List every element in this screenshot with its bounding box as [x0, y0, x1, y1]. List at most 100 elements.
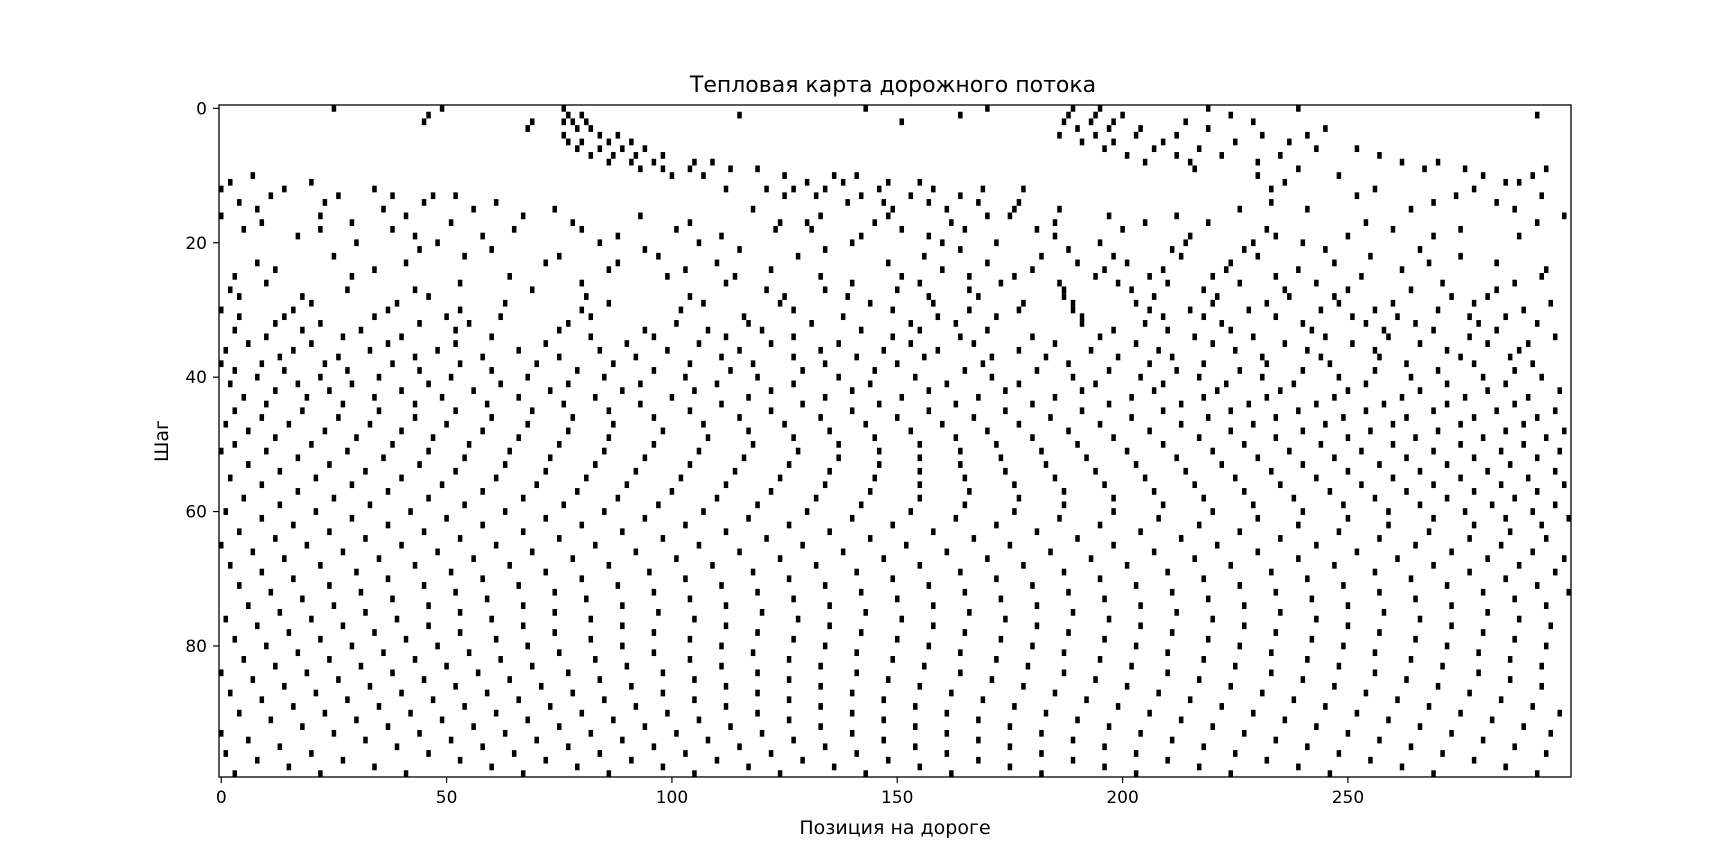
vehicle-cell	[1079, 407, 1085, 415]
vehicle-cell	[917, 682, 923, 690]
vehicle-cell	[1539, 373, 1544, 381]
vehicle-cell	[890, 333, 895, 341]
vehicle-cell	[300, 407, 305, 415]
vehicle-cell	[1264, 360, 1270, 368]
vehicle-cell	[480, 427, 485, 435]
vehicle-cell	[1196, 676, 1202, 683]
vehicle-cell	[484, 595, 490, 603]
vehicle-cell	[295, 380, 301, 388]
vehicle-cell	[606, 138, 612, 146]
vehicle-cell	[381, 205, 386, 213]
x-axis: 0 50 100 150 200 250	[216, 777, 1364, 808]
vehicle-cell	[1021, 561, 1026, 569]
vehicle-cell	[584, 595, 589, 603]
vehicle-cell	[1007, 541, 1013, 549]
vehicle-cell	[755, 689, 760, 697]
vehicle-cell	[466, 320, 472, 327]
vehicle-cell	[1354, 192, 1360, 200]
vehicle-cell	[1223, 380, 1229, 388]
vehicle-cell	[1106, 125, 1112, 132]
vehicle-cell	[403, 259, 409, 267]
vehicle-cell	[1111, 494, 1116, 502]
vehicle-cell	[421, 199, 427, 206]
vehicle-cell	[1566, 588, 1571, 596]
vehicle-cell	[336, 676, 341, 683]
vehicle-cell	[854, 353, 859, 361]
vehicle-cell	[849, 514, 855, 522]
vehicle-cell	[958, 111, 963, 119]
vehicle-cell	[994, 521, 999, 529]
vehicle-cell	[417, 461, 422, 468]
vehicle-cell	[584, 293, 589, 300]
vehicle-cell	[606, 770, 612, 777]
vehicle-cell	[1278, 609, 1283, 616]
vehicle-cell	[1129, 414, 1134, 421]
vehicle-cell	[525, 420, 530, 428]
vehicle-cell	[1422, 165, 1427, 173]
vehicle-cell	[1341, 501, 1346, 509]
vehicle-cell	[259, 481, 265, 489]
vehicle-cell	[723, 333, 729, 341]
vehicle-cell	[597, 676, 603, 683]
vehicle-cell	[913, 743, 918, 751]
vehicle-cell	[813, 494, 819, 502]
vehicle-cell	[376, 407, 382, 415]
vehicle-cell	[822, 246, 828, 253]
vehicle-cell	[1165, 756, 1170, 764]
vehicle-cell	[1012, 273, 1017, 280]
vehicle-cell	[1543, 750, 1549, 757]
vehicle-cell	[1341, 582, 1346, 589]
vehicle-cell	[1377, 353, 1382, 361]
vehicle-cell	[525, 373, 530, 381]
vehicle-cell	[967, 488, 972, 495]
vehicle-cell	[660, 689, 666, 697]
vehicle-cell	[1534, 582, 1540, 589]
vehicle-cell	[719, 582, 724, 589]
vehicle-cell	[1404, 414, 1409, 421]
vehicle-cell	[453, 407, 458, 415]
vehicle-cell	[1386, 333, 1391, 341]
vehicle-cell	[372, 393, 377, 401]
vehicle-cell	[385, 575, 391, 583]
vehicle-cell	[958, 333, 963, 341]
vehicle-cell	[1192, 481, 1197, 489]
vehicle-cell	[660, 763, 666, 771]
vehicle-cell	[994, 313, 999, 321]
vehicle-cell	[1539, 662, 1544, 670]
vehicle-cell	[1061, 118, 1067, 126]
vehicle-cell	[1255, 172, 1261, 179]
vehicle-cell	[430, 192, 436, 200]
vehicle-cell	[728, 367, 733, 374]
vehicle-cell	[1498, 481, 1504, 489]
vehicle-cell	[295, 232, 301, 240]
vehicle-cell	[1124, 447, 1130, 455]
vehicle-cell	[1106, 367, 1112, 374]
vehicle-cell	[219, 306, 224, 314]
vehicle-cell	[994, 656, 999, 663]
vehicle-cell	[426, 750, 431, 757]
vehicle-cell	[1102, 481, 1107, 489]
vehicle-cell	[390, 595, 395, 603]
vehicle-cell	[683, 373, 688, 381]
vehicle-cell	[1111, 138, 1116, 146]
vehicle-cell	[345, 447, 350, 455]
vehicle-cell	[872, 434, 877, 441]
x-tick-label: 50	[436, 788, 458, 808]
vehicle-cell	[1106, 400, 1112, 408]
vehicle-cell	[412, 400, 418, 408]
vehicle-cell	[701, 299, 706, 307]
vehicle-cell	[1160, 266, 1166, 273]
vehicle-cell	[1480, 736, 1486, 744]
vehicle-cell	[1548, 622, 1553, 630]
vehicle-cell	[1061, 293, 1067, 300]
vehicle-cell	[1269, 467, 1274, 475]
vehicle-cell	[1084, 454, 1089, 462]
vehicle-cell	[435, 239, 440, 247]
vehicle-cell	[1278, 387, 1283, 394]
vehicle-cell	[1269, 185, 1274, 193]
vehicle-cell	[457, 756, 463, 764]
vehicle-cell	[795, 252, 801, 260]
vehicle-cell	[426, 494, 431, 502]
vehicle-cell	[579, 279, 585, 287]
vehicle-cell	[1066, 588, 1071, 596]
